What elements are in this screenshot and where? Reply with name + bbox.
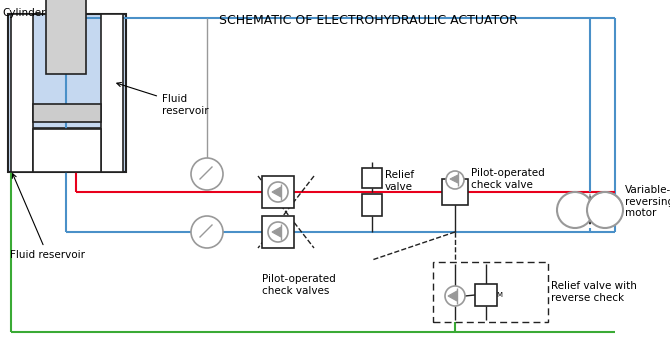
Bar — [433, 262, 548, 322]
Bar — [46, 0, 86, 74]
Circle shape — [557, 192, 593, 228]
Text: Pilot-operated
check valves: Pilot-operated check valves — [262, 274, 336, 295]
Text: Fluid reservoir: Fluid reservoir — [10, 174, 85, 260]
Text: SCHEMATIC OF ELECTROHYDRAULIC ACTUATOR: SCHEMATIC OF ELECTROHYDRAULIC ACTUATOR — [219, 14, 518, 27]
Polygon shape — [450, 175, 458, 183]
Text: Relief valve with
reverse check: Relief valve with reverse check — [551, 281, 637, 303]
Circle shape — [587, 192, 623, 228]
Text: Pilot-operated
check valve: Pilot-operated check valve — [471, 168, 545, 190]
Text: Cylinder: Cylinder — [2, 8, 61, 18]
Circle shape — [445, 286, 465, 306]
Text: Relief
valve: Relief valve — [385, 170, 414, 192]
Bar — [33, 129, 101, 172]
Bar — [262, 176, 294, 208]
Text: M: M — [373, 200, 379, 209]
Bar — [442, 179, 468, 205]
Bar — [262, 216, 294, 248]
Text: Fluid
reservoir: Fluid reservoir — [117, 82, 208, 116]
Circle shape — [268, 182, 288, 202]
Polygon shape — [272, 187, 281, 197]
Circle shape — [446, 171, 464, 189]
Text: Variable-speed,
reversing electric
motor: Variable-speed, reversing electric motor — [625, 185, 670, 218]
Bar — [362, 168, 382, 188]
Circle shape — [191, 216, 223, 248]
Bar — [33, 104, 101, 122]
Circle shape — [191, 158, 223, 190]
Circle shape — [268, 222, 288, 242]
Bar — [11, 14, 33, 172]
Bar — [8, 14, 126, 172]
Bar — [362, 194, 382, 216]
Polygon shape — [448, 291, 457, 301]
Polygon shape — [272, 227, 281, 237]
Bar — [101, 14, 123, 172]
Bar — [475, 284, 497, 306]
Text: M: M — [496, 292, 502, 298]
